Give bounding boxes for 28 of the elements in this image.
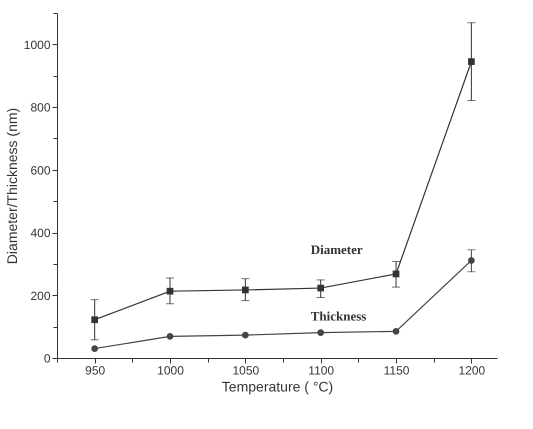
y-tick-label: 1000 [24,38,51,52]
point [91,316,98,324]
series-label: Thickness [310,308,366,324]
point [166,288,174,295]
point [166,333,174,340]
point [317,329,324,336]
y-tick-label: 0 [44,352,51,366]
point [91,345,98,352]
point [242,286,249,294]
x-tick-label: 1050 [232,364,260,378]
point [468,257,475,264]
x-tick-label: 1100 [308,364,334,378]
y-tick-label: 200 [30,288,51,303]
x-tick-label: 1000 [157,364,184,378]
point [468,58,475,65]
point [317,284,324,292]
series-label: Diameter [310,242,363,258]
y-tick-label: 400 [30,226,51,240]
x-tick-label: 1150 [384,364,410,378]
x-axis-title: Temperature ( °C) [222,378,334,394]
point [242,332,249,338]
x-tick-label: 950 [85,364,106,378]
point [392,270,400,278]
y-tick-label: 600 [30,163,51,178]
x-tick-label: 1200 [458,364,486,378]
y-tick-label: 800 [30,100,51,115]
y-axis-title: Diameter/Thickness (nm) [4,108,20,264]
point [392,328,400,335]
